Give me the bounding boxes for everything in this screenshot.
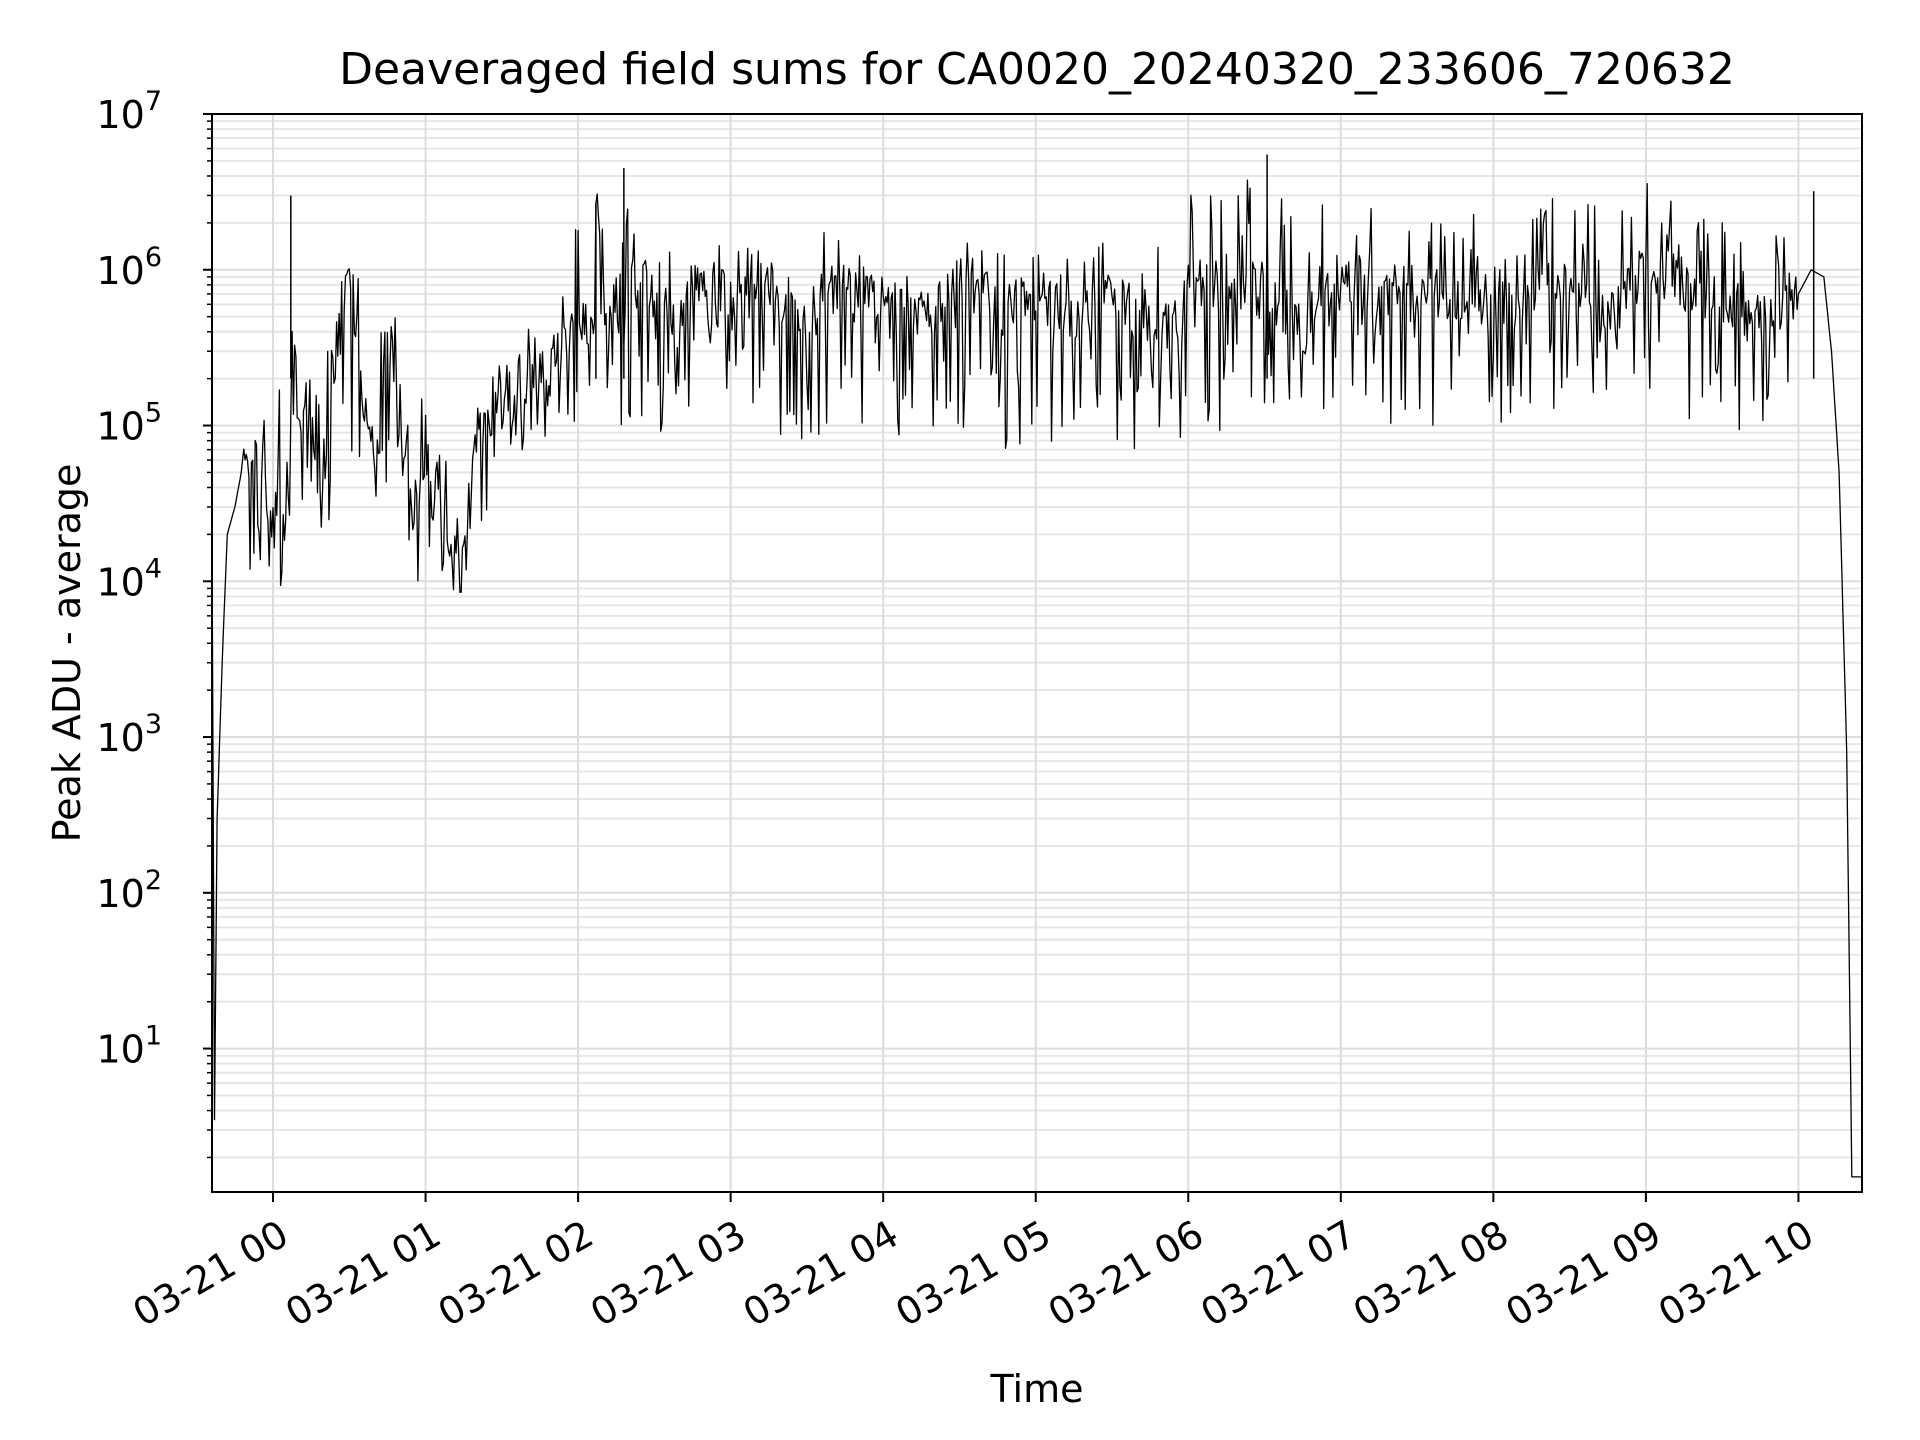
y-tick-label: 102 [96, 865, 162, 916]
series-layer [211, 154, 1862, 1178]
grid-lines [212, 113, 1862, 1192]
y-tick-labels: 101 102 103 104 105 106 107 [96, 86, 162, 1072]
y-tick-label: 103 [96, 709, 162, 760]
y-tick-label: 101 [96, 1021, 162, 1072]
chart-title: Deaveraged field sums for CA0020_2024032… [339, 44, 1735, 95]
x-axis-label: Time [990, 1367, 1084, 1411]
y-axis-label: Peak ADU - average [45, 464, 89, 843]
plot-frame [211, 113, 1863, 1193]
data-series-line [211, 179, 1862, 1178]
y-tick-label: 104 [96, 553, 162, 604]
axis-ticks [203, 113, 1800, 1202]
y-tick-label: 106 [96, 242, 162, 293]
y-tick-label: 105 [96, 398, 162, 449]
y-tick-label: 107 [96, 86, 162, 137]
